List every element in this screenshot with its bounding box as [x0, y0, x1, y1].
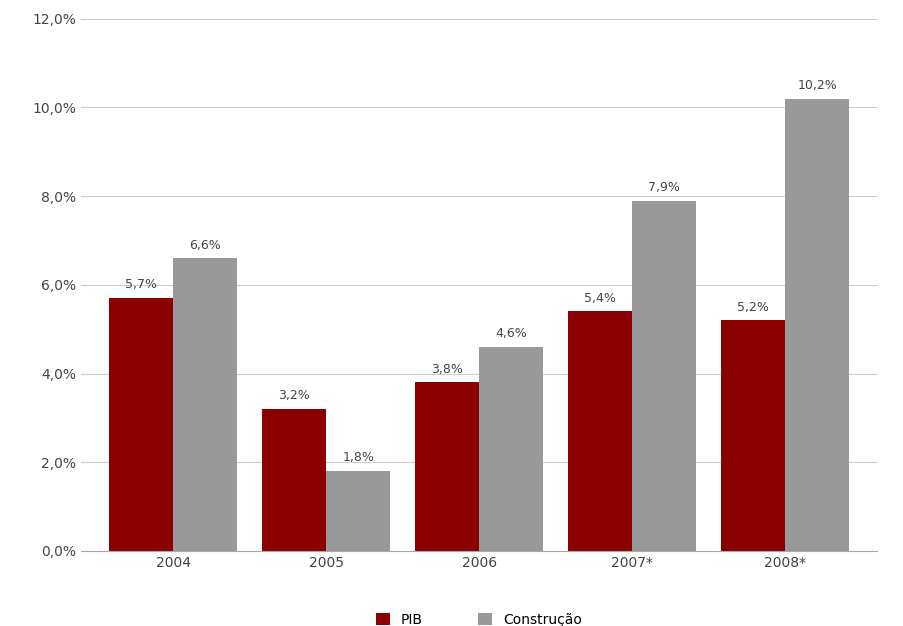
Bar [173, 258, 237, 551]
Text: 5,7%: 5,7% [125, 279, 157, 292]
Bar [262, 409, 326, 551]
Legend: PIB, Construção: PIB, Construção [368, 606, 589, 626]
Bar [108, 298, 173, 551]
Text: 1,8%: 1,8% [342, 451, 374, 464]
Bar [326, 471, 390, 551]
Text: 5,4%: 5,4% [583, 292, 615, 305]
Text: 4,6%: 4,6% [495, 327, 526, 341]
Text: 10,2%: 10,2% [796, 79, 836, 92]
Bar [784, 99, 849, 551]
Text: 3,2%: 3,2% [278, 389, 310, 403]
Text: 5,2%: 5,2% [736, 300, 768, 314]
Text: 7,9%: 7,9% [647, 181, 679, 194]
Bar [414, 382, 479, 551]
Text: 6,6%: 6,6% [190, 239, 221, 252]
Bar [720, 321, 784, 551]
Bar [567, 311, 631, 551]
Bar [631, 200, 695, 551]
Bar [479, 347, 543, 551]
Text: 3,8%: 3,8% [431, 362, 462, 376]
